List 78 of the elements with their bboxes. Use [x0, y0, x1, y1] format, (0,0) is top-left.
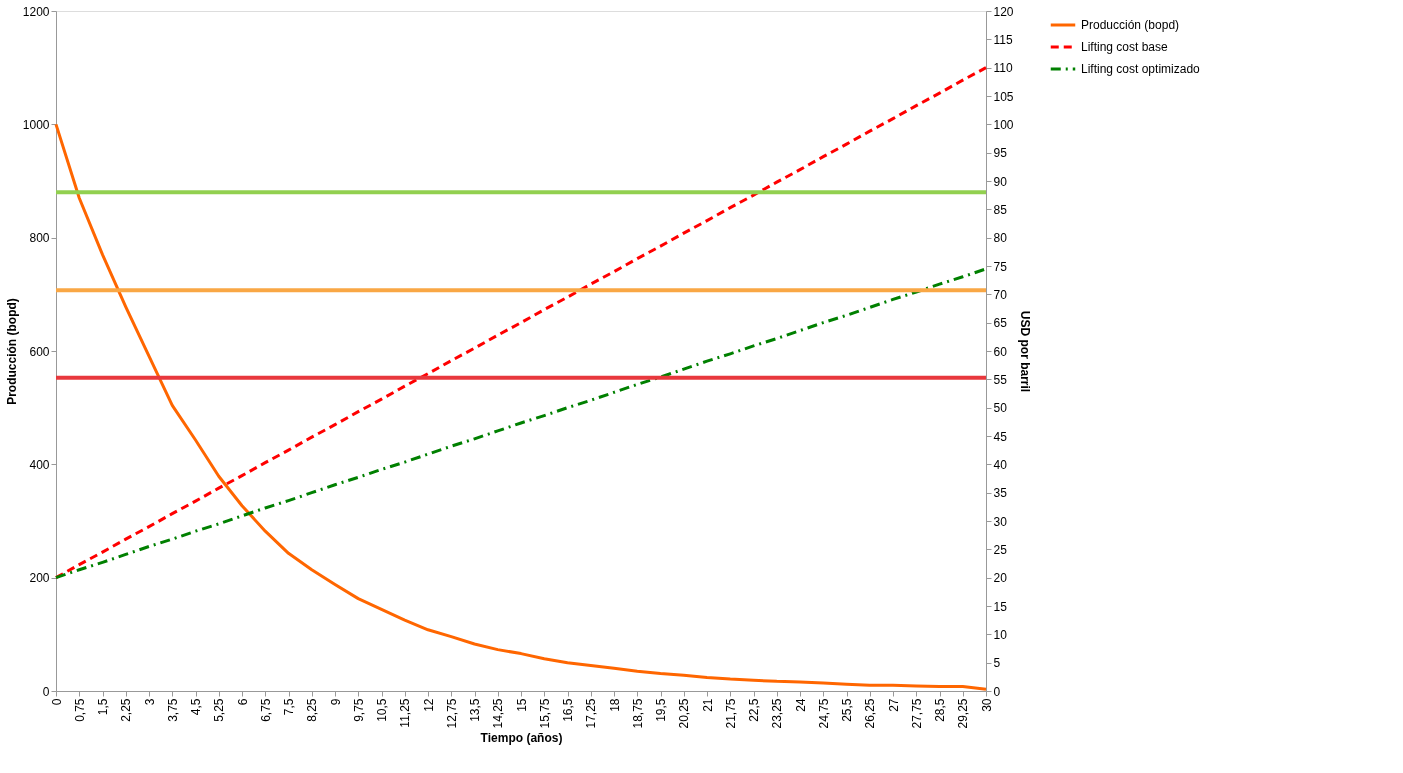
y2-tick-label: 20 [993, 571, 1008, 586]
y-tick-label: 200 [29, 571, 50, 586]
x-tick-label: 5,25 [212, 698, 227, 722]
x-tick-label: 9 [328, 698, 343, 706]
y-tick-label: 400 [29, 457, 50, 472]
y2-tick-label: 65 [993, 316, 1008, 331]
x-tick-label: 17,25 [584, 698, 599, 729]
x-tick-label: 8,25 [305, 698, 320, 722]
y2-tick-label: 115 [993, 32, 1013, 47]
x-tick-label: 19,5 [654, 698, 668, 722]
x-tick-label: 0 [49, 698, 64, 706]
y-tick-label: 800 [29, 231, 50, 246]
y2-tick-label: 120 [993, 4, 1014, 19]
x-tick-label: 12,75 [444, 698, 459, 729]
legend-label: Producción (bopd) [1081, 18, 1180, 32]
x-tick-label: 26,25 [863, 698, 878, 729]
x-tick-label: 10,5 [375, 698, 389, 722]
x-tick-label: 6,75 [258, 698, 273, 722]
y2-tick-label: 100 [993, 117, 1014, 132]
y2-tick-label: 80 [993, 231, 1008, 246]
y2-tick-label: 90 [993, 174, 1008, 189]
x-tick-label: 9,75 [351, 698, 366, 722]
x-tick-label: 18 [607, 698, 622, 712]
x-tick-label: 20,25 [677, 698, 692, 729]
x-tick-label: 30 [979, 698, 994, 712]
x-tick-label: 24,75 [816, 698, 831, 729]
legend-label: Lifting cost base [1081, 40, 1169, 54]
y2-tick-label: 40 [993, 457, 1008, 472]
x-tick-label: 29,25 [956, 698, 971, 729]
x-tick-label: 14,25 [491, 698, 506, 729]
y2-tick-label: 110 [993, 61, 1013, 76]
x-tick-label: 24 [793, 698, 808, 712]
x-tick-label: 12 [421, 698, 436, 712]
x-tick-label: 13,5 [468, 698, 482, 722]
y-tick-label: 600 [29, 344, 50, 359]
x-tick-label: 15 [514, 698, 529, 712]
x-tick-label: 22,5 [747, 698, 761, 722]
y2-tick-label: 105 [993, 89, 1014, 104]
x-tick-label: 15,75 [537, 698, 552, 729]
y2-tick-label: 75 [993, 259, 1008, 274]
x-tick-label: 3 [142, 698, 157, 706]
y2-tick-label: 85 [993, 202, 1008, 217]
x-tick-label: 21 [700, 698, 715, 712]
x-tick-label: 0,75 [72, 698, 87, 722]
y2-tick-label: 10 [993, 627, 1008, 642]
y2-tick-label: 25 [993, 542, 1008, 557]
y2-tick-label: 50 [993, 401, 1008, 416]
y-tick-label: 1000 [22, 117, 50, 132]
x-tick-label: 11,25 [398, 698, 413, 728]
y-tick-label: 1200 [22, 4, 50, 19]
y2-tick-label: 70 [993, 287, 1008, 302]
x-tick-label: 6 [235, 698, 250, 706]
legend-label: Lifting cost optimizado [1081, 62, 1201, 76]
y2-tick-label: 5 [993, 656, 1001, 671]
x-tick-label: 21,75 [723, 698, 738, 729]
x-tick-label: 7,5 [282, 698, 296, 716]
y2-tick-label: 15 [993, 599, 1008, 614]
x-tick-label: 25,5 [840, 698, 854, 722]
x-tick-label: 18,75 [630, 698, 645, 729]
y2-tick-label: 60 [993, 344, 1008, 359]
x-tick-label: 2,25 [119, 698, 134, 722]
x-tick-label: 1,5 [96, 698, 110, 716]
y2-tick-label: 45 [993, 429, 1008, 444]
y2-tick-label: 95 [993, 146, 1008, 161]
x-tick-label: 4,5 [189, 698, 203, 716]
y2-tick-label: 35 [993, 486, 1008, 501]
y-axis-title: Producción (bopd) [4, 298, 19, 405]
x-tick-label: 27,75 [909, 698, 924, 729]
x-axis-title: Tiempo (años) [480, 730, 563, 745]
x-tick-label: 23,25 [770, 698, 785, 729]
line-series [54, 66, 988, 580]
x-tick-label: 28,5 [933, 698, 947, 722]
y2-axis-title: USD por barril [1017, 310, 1032, 393]
y2-tick-label: 30 [993, 514, 1008, 529]
x-tick-label: 16,5 [561, 698, 575, 722]
x-tick-label: 27 [886, 698, 901, 712]
y2-tick-label: 55 [993, 372, 1008, 387]
x-tick-label: 3,75 [165, 698, 180, 722]
